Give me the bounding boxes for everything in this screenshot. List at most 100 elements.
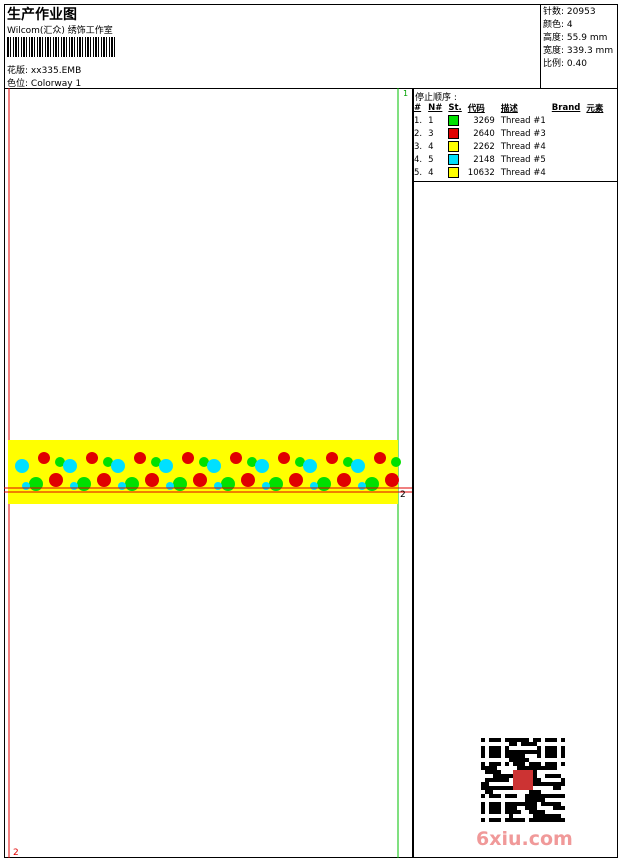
qr-cell bbox=[513, 794, 517, 798]
qr-cell bbox=[541, 818, 545, 822]
flower bbox=[303, 459, 317, 473]
qr-cell bbox=[525, 798, 529, 802]
qr-cell bbox=[481, 818, 485, 822]
qr-cell bbox=[533, 778, 537, 782]
thread-row: 4. 5 2148 Thread #5 bbox=[411, 153, 606, 166]
bar bbox=[106, 37, 107, 57]
qr-cell bbox=[549, 738, 553, 742]
bar bbox=[74, 37, 75, 57]
qr-cell bbox=[561, 794, 565, 798]
thread-row: 1. 1 3269 Thread #1 bbox=[411, 114, 606, 127]
qr-cell bbox=[545, 794, 549, 798]
qr-cell bbox=[537, 794, 541, 798]
qr-cell bbox=[505, 762, 509, 766]
qr-cell bbox=[553, 762, 557, 766]
qr-cell bbox=[525, 758, 529, 762]
qr-cell bbox=[509, 818, 513, 822]
qr-cell bbox=[489, 806, 493, 810]
qr-cell bbox=[493, 738, 497, 742]
qr-cell bbox=[533, 742, 537, 746]
qr-cell bbox=[521, 738, 525, 742]
qr-cell bbox=[493, 818, 497, 822]
qr-cell bbox=[553, 806, 557, 810]
qr-cell bbox=[533, 774, 537, 778]
qr-cell bbox=[545, 802, 549, 806]
qr-cell bbox=[501, 778, 505, 782]
qr-cell bbox=[537, 814, 541, 818]
stat-value: 20953 bbox=[566, 7, 596, 17]
qr-cell bbox=[537, 778, 541, 782]
qr-cell bbox=[553, 754, 557, 758]
flower bbox=[159, 459, 173, 473]
bar bbox=[82, 37, 83, 57]
qr-cell bbox=[549, 794, 553, 798]
qr-cell bbox=[481, 810, 485, 814]
qr-cell bbox=[537, 782, 541, 786]
index: 4. bbox=[414, 154, 423, 165]
flower bbox=[111, 459, 125, 473]
leaf bbox=[391, 457, 401, 467]
column-header: St. bbox=[448, 102, 462, 113]
bar bbox=[55, 37, 57, 57]
leaf bbox=[199, 457, 209, 467]
leaf bbox=[103, 457, 113, 467]
qr-cell bbox=[537, 818, 541, 822]
brand bbox=[549, 166, 584, 179]
qr-cell bbox=[513, 762, 517, 766]
bar bbox=[37, 37, 38, 57]
qr-cell bbox=[505, 802, 509, 806]
qr-cell bbox=[537, 810, 541, 814]
label: 花版: bbox=[7, 66, 29, 76]
dot bbox=[358, 482, 366, 490]
qr-cell bbox=[533, 794, 537, 798]
flower bbox=[134, 452, 146, 464]
qr-cell bbox=[493, 754, 497, 758]
bar bbox=[39, 37, 41, 57]
stat-label: 颜色: bbox=[543, 20, 565, 30]
qr-cell bbox=[541, 802, 545, 806]
leaf bbox=[29, 477, 43, 491]
bar bbox=[85, 37, 86, 57]
qr-cell bbox=[561, 782, 565, 786]
qr-cell bbox=[537, 750, 541, 754]
stat-label: 针数: bbox=[543, 7, 565, 17]
qr-cell bbox=[545, 814, 549, 818]
leaf bbox=[295, 457, 305, 467]
qr-cell bbox=[489, 802, 493, 806]
stat: 比例: 0.40 bbox=[543, 58, 613, 71]
qr-cell bbox=[493, 770, 497, 774]
qr-cell bbox=[553, 814, 557, 818]
qr-cell bbox=[529, 766, 533, 770]
barcode bbox=[7, 37, 115, 57]
qr-cell bbox=[485, 786, 489, 790]
qr-cell bbox=[509, 794, 513, 798]
qr-cell bbox=[561, 806, 565, 810]
qr-cell bbox=[545, 782, 549, 786]
qr-cell bbox=[557, 782, 561, 786]
qr-cell bbox=[513, 802, 517, 806]
qr-cell bbox=[521, 766, 525, 770]
description: Thread #1 bbox=[500, 115, 546, 126]
element bbox=[583, 166, 606, 179]
qr-cell bbox=[493, 746, 497, 750]
marker: 2 bbox=[13, 848, 19, 858]
qr-cell bbox=[505, 794, 509, 798]
bar bbox=[21, 37, 22, 57]
leaf bbox=[365, 477, 379, 491]
value: Colorway 1 bbox=[30, 79, 82, 89]
qr-cell bbox=[553, 794, 557, 798]
qr-code bbox=[481, 738, 565, 822]
stat-label: 高度: bbox=[543, 33, 565, 43]
qr-cell bbox=[557, 774, 561, 778]
qr-cell bbox=[545, 762, 549, 766]
flower bbox=[289, 473, 303, 487]
swatch bbox=[448, 128, 460, 139]
leaf bbox=[55, 457, 65, 467]
design-preview: 1 2 2 bbox=[4, 88, 412, 858]
qr-cell bbox=[541, 798, 545, 802]
qr-cell bbox=[533, 750, 537, 754]
stat-value: 339.3 mm bbox=[566, 46, 614, 56]
qr-cell bbox=[513, 742, 517, 746]
qr-cell bbox=[493, 802, 497, 806]
bar bbox=[13, 37, 14, 57]
